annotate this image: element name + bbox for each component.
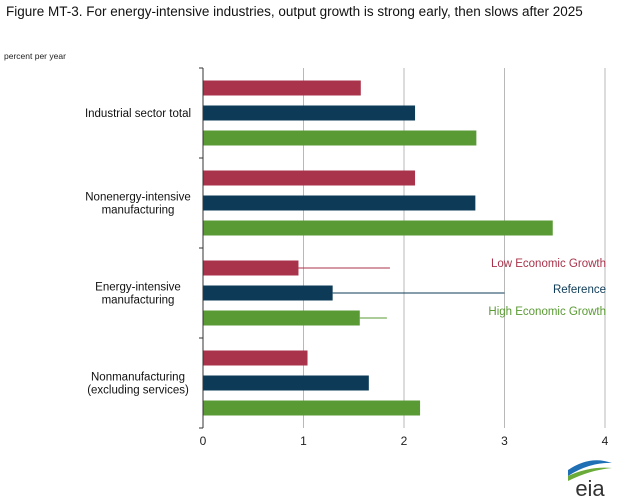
bar <box>203 220 553 236</box>
unit-label: percent per year <box>4 51 66 61</box>
bar <box>203 260 299 276</box>
bar <box>203 170 416 186</box>
category-label: Nonenergy-intensive manufacturing <box>85 192 190 217</box>
bar <box>203 310 360 326</box>
logo-text: eia <box>575 476 605 501</box>
category-label: Industrial sector total <box>85 108 191 120</box>
legend-leader-lines <box>298 267 505 319</box>
x-tick-label: 0 <box>200 434 207 448</box>
category-label: Energy-intensive manufacturing <box>95 282 181 307</box>
bars <box>203 80 553 416</box>
bar <box>203 80 361 96</box>
bar <box>203 105 416 121</box>
figure-title: Figure MT-3. For energy-intensive indust… <box>6 4 583 19</box>
bar <box>203 350 308 366</box>
bar <box>203 195 476 211</box>
category-label: Nonmanufacturing (excluding services) <box>87 372 189 397</box>
bar <box>203 400 421 416</box>
category-labels: Industrial sector total Nonenergy-intensi… <box>85 108 191 397</box>
axes: 0 1 2 3 4 <box>199 67 609 448</box>
logo-swoosh-blue <box>568 460 612 476</box>
x-tick-label: 1 <box>300 434 307 448</box>
logo-swoosh-green <box>568 467 612 481</box>
bar <box>203 130 477 146</box>
bar <box>203 375 369 391</box>
x-tick-label: 4 <box>602 434 609 448</box>
x-tick-label: 2 <box>401 434 408 448</box>
gridlines <box>303 68 606 428</box>
bar <box>203 285 333 301</box>
legend-label: Low Economic Growth <box>491 258 606 270</box>
legend-label: Reference <box>553 284 606 296</box>
legend: Low Economic Growth Reference High Economi… <box>488 258 606 318</box>
x-tick-label: 3 <box>501 434 508 448</box>
eia-logo: eia <box>568 460 612 501</box>
legend-label: High Economic Growth <box>488 306 606 318</box>
